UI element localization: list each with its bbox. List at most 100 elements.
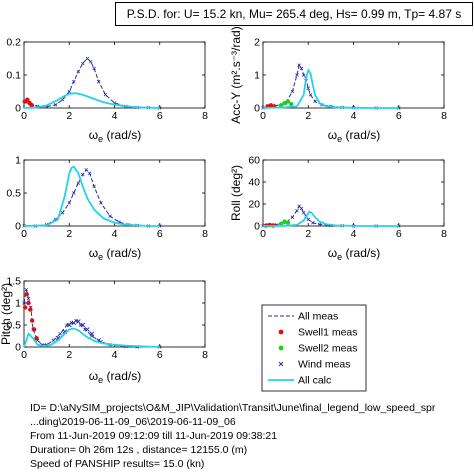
series-all-calc-line	[23, 92, 160, 109]
x-axis-label: ωe (rad/s)	[328, 128, 380, 144]
series-all-calc-line	[262, 68, 399, 109]
x-tick-label: 0	[21, 349, 27, 361]
series-all-meas-point	[295, 73, 299, 77]
legend-marker-wind-meas	[278, 361, 284, 367]
legend-label-wind-meas: Wind meas	[298, 359, 351, 371]
series-all-meas-point	[87, 171, 92, 175]
series-all-meas-point	[301, 211, 306, 215]
y-tick-label: 0	[15, 103, 21, 115]
series-swell2-meas-point	[282, 100, 287, 106]
x-tick-label: 6	[396, 228, 402, 240]
series-swell1-meas-point	[34, 336, 39, 341]
x-tick-label: 8	[202, 110, 208, 122]
x-tick-label: 4	[112, 349, 118, 361]
x-axis-label: ωe (rad/s)	[328, 246, 380, 262]
y-tick-label: 1.5	[6, 276, 21, 288]
y-tick-label: 0	[254, 103, 260, 115]
info-time-range: From 11-Jun-2019 09:12:09 till 11-Jun-20…	[30, 430, 278, 442]
series-all-meas-point	[81, 61, 85, 66]
series-wind-meas-point	[80, 322, 86, 328]
legend: All meas Swell1 meas Swell2 meas Wind meas A…	[261, 304, 367, 392]
series-all-meas-point	[299, 66, 304, 71]
series-all-meas-point	[26, 296, 31, 301]
series-all-calc-line	[262, 210, 399, 227]
series-swell1-meas-point	[29, 103, 35, 108]
x-tick-label: 8	[441, 228, 447, 240]
x-tick-label: 0	[260, 110, 266, 122]
x-axis-label: ωe (rad/s)	[89, 369, 141, 385]
x-tick-label: 8	[441, 110, 447, 122]
x-tick-label: 0	[21, 110, 27, 122]
y-tick-label: 0.2	[6, 37, 21, 49]
series-all-meas-point	[306, 86, 310, 90]
axes-frame	[23, 41, 206, 109]
series-all-meas-point	[67, 89, 71, 94]
y-tick-label: 0	[15, 221, 21, 233]
series-all-meas-point	[92, 66, 96, 71]
series-all-meas-point	[76, 181, 81, 185]
series-all-meas-point	[313, 99, 317, 104]
series-all-meas-point	[53, 102, 58, 107]
series-swell1-meas-point	[28, 307, 33, 312]
series-swell2-meas-point	[285, 220, 291, 225]
legend-label-swell2-meas: Swell2 meas	[298, 343, 358, 355]
legend-label-all-meas: All meas	[298, 311, 338, 323]
axes-frame	[262, 41, 445, 109]
series-swell2-meas-point	[282, 219, 287, 224]
series-all-meas-point	[22, 301, 26, 305]
info-panship-speed: Speed of PANSHIP results= 15.0 (kn)	[30, 458, 205, 470]
series-all-meas-point	[297, 63, 301, 67]
x-axis-label: ωe (rad/s)	[89, 246, 141, 262]
x-axis-label: ωe (rad/s)	[89, 128, 141, 144]
y-tick-label: 1	[15, 155, 21, 167]
y-tick-label: 0.5	[6, 188, 21, 200]
y-tick-label: 0.1	[6, 70, 21, 82]
series-swell1-meas-point	[25, 97, 30, 102]
series-all-meas-point	[92, 184, 96, 189]
x-tick-label: 6	[157, 228, 163, 240]
series-all-meas-point	[306, 217, 310, 222]
x-tick-label: 0	[260, 228, 266, 240]
y-tick-label: 1	[15, 298, 21, 310]
x-tick-label: 2	[305, 228, 311, 240]
x-tick-label: 4	[351, 110, 357, 122]
y-tick-label: 0	[254, 221, 260, 233]
series-all-calc-line	[23, 165, 160, 227]
series-all-meas-point	[24, 288, 29, 292]
series-wind-meas-point	[85, 327, 90, 332]
info-duration-distance: Duration= 0h 26m 12s , distance= 12155.0…	[30, 444, 248, 456]
legend-label-all-calc: All calc	[298, 375, 331, 387]
series-all-meas-point	[290, 215, 295, 219]
series-all-meas-point	[60, 211, 65, 215]
y-axis-label: Pitch (deg²)	[0, 283, 13, 345]
x-tick-label: 2	[66, 228, 72, 240]
x-tick-label: 6	[157, 349, 163, 361]
series-all-meas-point	[308, 93, 313, 97]
axes-frame	[23, 280, 206, 348]
x-tick-label: 6	[396, 110, 402, 122]
x-tick-label: 8	[202, 349, 208, 361]
series-all-meas-point	[58, 332, 62, 336]
x-tick-label: 4	[112, 228, 118, 240]
series-swell2-meas-point	[285, 99, 291, 104]
series-all-calc-line	[23, 327, 160, 348]
series-all-meas-point	[51, 338, 56, 343]
x-tick-label: 2	[66, 349, 72, 361]
series-swell2-meas-point	[278, 103, 284, 108]
series-all-meas-point	[76, 69, 81, 74]
series-wind-meas-point	[75, 319, 81, 324]
y-tick-label: 40	[248, 177, 260, 189]
series-swell1-meas-point	[24, 292, 29, 297]
series-all-meas-point	[311, 220, 315, 225]
series-all-meas-point	[85, 56, 90, 61]
subplot-top-right: 0 2 4 6 8 0 1 2 ωe (rad/s) Acc-Y (m².s⁻³/rad)	[229, 26, 447, 144]
series-wind-meas-point	[71, 320, 77, 326]
x-tick-label: 4	[112, 110, 118, 122]
axes-frame	[23, 159, 206, 227]
x-tick-label: 0	[21, 228, 27, 240]
subplot-middle-right: 0 2 4 6 8 0 20 40 60 ωe (rad/s) Roll (deg²)	[229, 155, 447, 263]
y-tick-label: 0	[15, 342, 21, 354]
axes-frame	[262, 159, 445, 227]
series-all-meas-point	[108, 214, 112, 218]
